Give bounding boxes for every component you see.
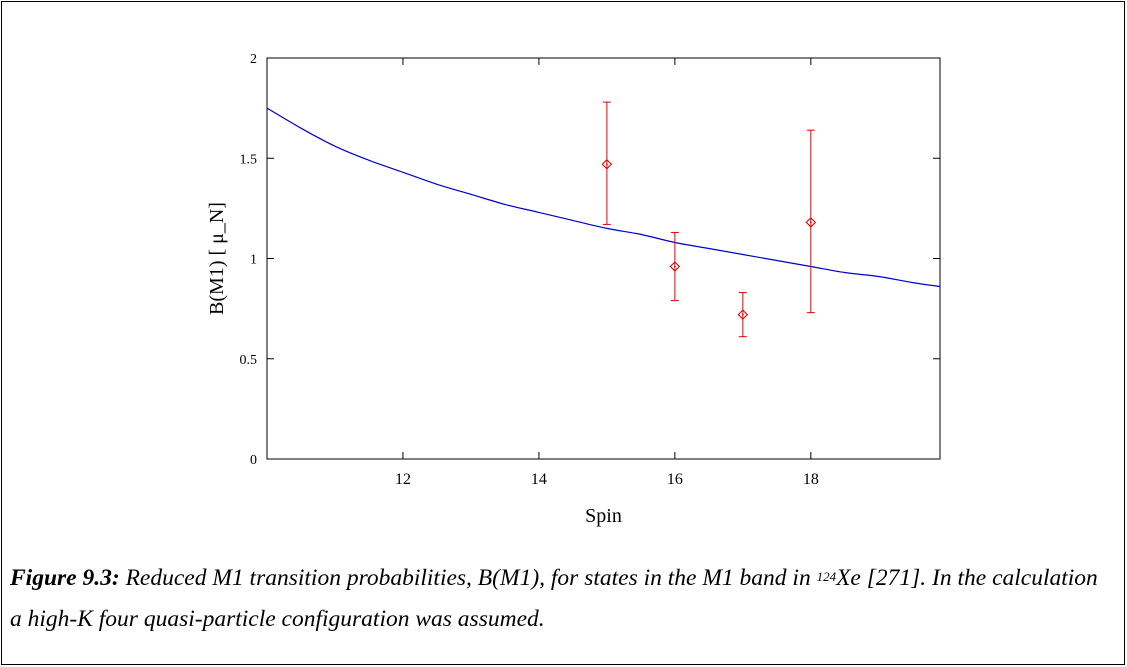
data-point [669,231,681,302]
x-axis-label: Spin [585,505,622,527]
diamond-marker [737,309,749,320]
axes-box [266,57,941,460]
data-point [737,292,749,338]
y-tick-label: 1 [250,253,257,268]
x-tick-label: 18 [803,471,819,488]
y-tick-label: 2 [250,52,257,67]
x-tick-label: 14 [531,471,547,488]
axis-ticks [267,57,940,460]
marker-center [741,313,744,316]
caption-superscript: 124 [816,569,837,584]
tick-labels: 12 14 16 18 0 0.5 1 1.5 2 [240,52,819,488]
x-tick-label: 12 [395,471,411,488]
caption-text-2: Xe [271]. In the calculation a high-K fo… [10,565,1098,632]
data-point [805,129,817,314]
y-axis-label: B(M1) [ μ_N] [206,202,228,315]
marker-center [605,163,608,166]
plot-area [266,57,941,460]
x-tick-label: 16 [667,471,683,488]
caption-text-1: Reduced M1 transition probabilities, B(M… [119,565,817,591]
data-points [601,101,817,338]
marker-center [673,265,676,268]
y-tick-label: 1.5 [240,152,258,167]
model-curve [266,107,941,288]
y-tick-label: 0.5 [240,353,258,368]
marker-center [809,221,812,224]
diamond-marker [601,158,613,170]
data-point [601,101,613,225]
diamond-marker [669,261,681,272]
y-tick-label: 0 [250,453,257,468]
figure-caption: Figure 9.3: Reduced M1 transition probab… [10,558,1115,640]
caption-label: Figure 9.3: [10,565,120,591]
chart: 12 14 16 18 0 0.5 1 1.5 2 Spin B(M1) [ μ_N] [206,52,941,527]
diamond-marker [805,217,817,228]
